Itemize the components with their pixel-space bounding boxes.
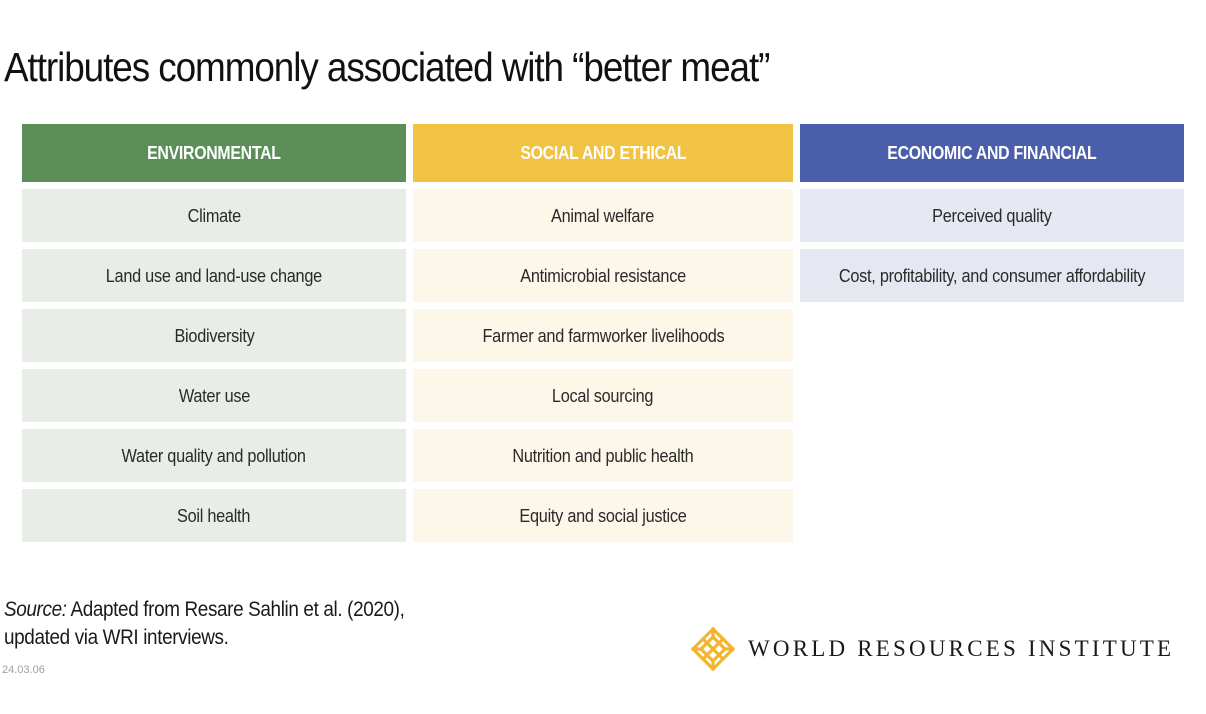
column-header-label: SOCIAL AND ETHICAL bbox=[520, 142, 686, 163]
cell-label: Water quality and pollution bbox=[121, 444, 307, 466]
cell-label: Perceived quality bbox=[932, 204, 1052, 226]
cell-label: Nutrition and public health bbox=[512, 444, 694, 466]
column-economic-financial: ECONOMIC AND FINANCIAL Perceived quality… bbox=[800, 124, 1184, 309]
table-cell: Soil health bbox=[22, 489, 406, 542]
column-social-ethical: SOCIAL AND ETHICAL Animal welfare Antimi… bbox=[413, 124, 793, 549]
source-text-line2: updated via WRI interviews. bbox=[4, 626, 229, 649]
cell-label: Equity and social justice bbox=[519, 504, 687, 526]
table-cell: Land use and land-use change bbox=[22, 249, 406, 302]
table-cell: Cost, profitability, and consumer afford… bbox=[800, 249, 1184, 302]
table-cell: Antimicrobial resistance bbox=[413, 249, 793, 302]
cell-label: Cost, profitability, and consumer afford… bbox=[838, 264, 1146, 286]
table-cell: Equity and social justice bbox=[413, 489, 793, 542]
cell-label: Water use bbox=[178, 384, 250, 406]
table-cell: Local sourcing bbox=[413, 369, 793, 422]
cell-label: Animal welfare bbox=[551, 204, 655, 226]
source-text-line1: Adapted from Resare Sahlin et al. (2020)… bbox=[66, 598, 405, 621]
table-cell: Farmer and farmworker livelihoods bbox=[413, 309, 793, 362]
cell-label: Climate bbox=[187, 204, 241, 226]
column-header-environmental: ENVIRONMENTAL bbox=[22, 124, 406, 182]
column-environmental: ENVIRONMENTAL Climate Land use and land-… bbox=[22, 124, 406, 549]
column-header-economic-financial: ECONOMIC AND FINANCIAL bbox=[800, 124, 1184, 182]
source-label: Source: bbox=[4, 598, 67, 621]
source-note: Source: Adapted from Resare Sahlin et al… bbox=[4, 596, 405, 652]
column-header-social-ethical: SOCIAL AND ETHICAL bbox=[413, 124, 793, 182]
column-header-label: ECONOMIC AND FINANCIAL bbox=[887, 142, 1097, 163]
table-cell: Perceived quality bbox=[800, 189, 1184, 242]
table-cell: Nutrition and public health bbox=[413, 429, 793, 482]
cell-label: Land use and land-use change bbox=[105, 264, 323, 286]
cell-label: Local sourcing bbox=[552, 384, 654, 406]
page-title: Attributes commonly associated with “bet… bbox=[4, 44, 770, 90]
table-cell: Climate bbox=[22, 189, 406, 242]
wri-logo-text: WORLD RESOURCES INSTITUTE bbox=[748, 636, 1175, 661]
cell-label: Biodiversity bbox=[173, 324, 255, 346]
cell-label: Soil health bbox=[177, 504, 251, 526]
wri-logo-icon bbox=[690, 626, 736, 672]
table-cell: Water use bbox=[22, 369, 406, 422]
table-cell: Biodiversity bbox=[22, 309, 406, 362]
cell-label: Farmer and farmworker livelihoods bbox=[482, 324, 724, 346]
column-header-label: ENVIRONMENTAL bbox=[147, 142, 281, 163]
cell-label: Antimicrobial resistance bbox=[520, 264, 686, 286]
table-cell: Water quality and pollution bbox=[22, 429, 406, 482]
date-stamp: 24.03.06 bbox=[2, 664, 45, 676]
wri-logo: WORLD RESOURCES INSTITUTE bbox=[690, 626, 1174, 672]
table-cell: Animal welfare bbox=[413, 189, 793, 242]
